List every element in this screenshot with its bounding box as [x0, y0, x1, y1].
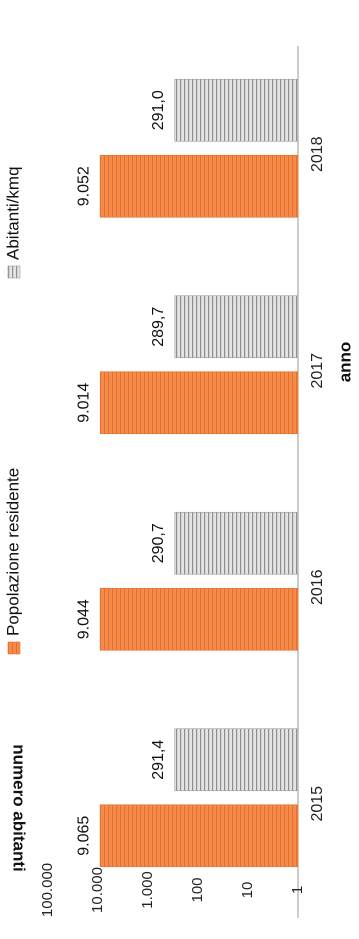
chart-labels: 9.065 291,4 2015 9.044 290,7 2016 9.014 289,7 20… — [75, 90, 326, 856]
legend-label: Abitanti/kmq — [3, 166, 22, 260]
bar-popolazione — [99, 804, 299, 868]
category-label: 2015 — [309, 786, 326, 822]
value-tick-label: 1.000 — [139, 871, 156, 909]
category-axis-title: anno — [335, 342, 354, 383]
data-label: 289,7 — [150, 307, 167, 347]
bar-abitanti-kmq — [174, 295, 299, 359]
bar-abitanti-kmq — [174, 728, 299, 792]
value-tick-label: 10 — [239, 882, 256, 899]
value-tick-label: 10.000 — [89, 867, 106, 913]
bar-abitanti-kmq — [174, 511, 299, 575]
category-label: 2016 — [309, 569, 326, 605]
data-label: 9.044 — [75, 599, 92, 639]
value-axis-title: numero abitanti — [10, 744, 29, 872]
bar-popolazione — [99, 587, 299, 651]
data-label: 290,7 — [150, 523, 167, 563]
chart-axes: 1 10 100 1.000 10.000 100.000 numero abitanti a… — [10, 46, 354, 918]
category-label: 2018 — [309, 136, 326, 172]
legend-label: Popolazione residente — [3, 468, 22, 636]
bar-popolazione — [99, 154, 299, 218]
data-label: 291,0 — [150, 90, 167, 130]
bar-abitanti-kmq — [174, 78, 299, 142]
value-tick-label: 100.000 — [39, 863, 56, 917]
value-tick-label: 1 — [289, 886, 306, 894]
data-label: 9.065 — [75, 816, 92, 856]
data-label: 291,4 — [150, 740, 167, 780]
legend-swatch-abitanti-kmq — [7, 265, 21, 279]
legend-swatch-popolazione — [7, 641, 21, 655]
data-label: 9.052 — [75, 166, 92, 206]
data-label: 9.014 — [75, 383, 92, 423]
chart-legend: Popolazione residente Abitanti/kmq — [3, 166, 22, 655]
category-label: 2017 — [309, 353, 326, 389]
bar-popolazione — [99, 371, 299, 435]
chart-bars — [99, 78, 299, 868]
value-tick-label: 100 — [189, 877, 206, 902]
